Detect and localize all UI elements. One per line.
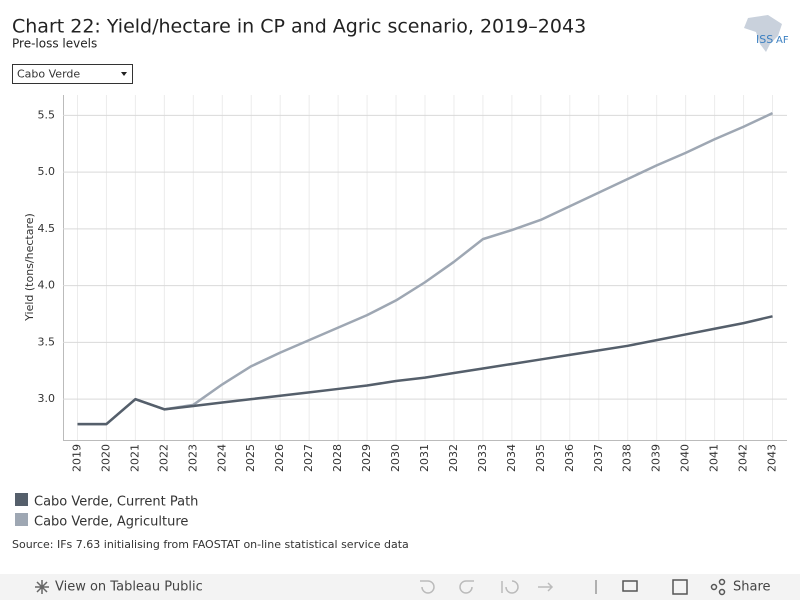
x-tick-label: 2040 <box>679 444 692 472</box>
download[interactable] <box>622 580 638 592</box>
tableau-icon[interactable] <box>35 580 49 594</box>
share-icon[interactable] <box>718 578 726 586</box>
x-tick-label: 2031 <box>418 444 431 472</box>
chart-subtitle: Pre-loss levels <box>12 37 97 51</box>
toolbar <box>0 574 800 600</box>
x-tick-label: 2036 <box>563 444 576 472</box>
x-tick-label: 2029 <box>360 444 373 472</box>
x-tick-label: 2043 <box>766 444 779 472</box>
x-tick-label: 2028 <box>331 444 344 472</box>
legend-swatch <box>15 493 28 506</box>
logo-text: ISS <box>756 33 773 46</box>
logo-text: AF <box>776 35 789 46</box>
x-tick-label: 2038 <box>621 444 634 472</box>
fullscreen[interactable] <box>672 579 688 595</box>
y-tick-label: 4.5 <box>38 222 56 235</box>
x-tick-label: 2041 <box>708 444 721 472</box>
undo[interactable] <box>420 580 435 594</box>
dropdown-box[interactable] <box>12 64 133 84</box>
x-tick-label: 2025 <box>244 444 257 472</box>
icon[interactable] <box>35 580 49 594</box>
chart-title: Chart 22: Yield/hectare in CP and Agric … <box>12 16 586 38</box>
y-axis-label: Yield (tons/hectare) <box>23 213 36 322</box>
legend-label: Cabo Verde, Current Path <box>34 495 198 510</box>
logo: ISS AF <box>744 15 789 52</box>
revert[interactable] <box>501 580 519 594</box>
legend-swatch <box>15 513 28 526</box>
y-tick-label: 5.5 <box>38 108 56 121</box>
share-button[interactable]: Share <box>733 580 771 595</box>
refresh[interactable] <box>538 582 554 592</box>
x-tick-label: 2037 <box>592 444 605 472</box>
legend-label: Cabo Verde, Agriculture <box>34 515 188 530</box>
share-icon[interactable] <box>710 583 718 591</box>
view-link[interactable]: View on Tableau Public <box>55 580 203 595</box>
filter-dropdown[interactable]: Cabo Verde <box>12 64 133 84</box>
dropdown-arrow[interactable] <box>121 72 127 76</box>
x-tick-label: 2032 <box>447 444 460 472</box>
toolbar-icons[interactable] <box>622 578 726 596</box>
x-tick-label: 2021 <box>128 444 141 472</box>
y-tick-label: 3.0 <box>38 392 56 405</box>
toolbar-icons[interactable] <box>420 580 597 594</box>
y-tick-label: 3.5 <box>38 335 56 348</box>
source-note: Source: IFs 7.63 initialising from FAOST… <box>12 538 409 551</box>
x-tick-label: 2022 <box>157 444 170 472</box>
x-tick-label: 2033 <box>476 444 489 472</box>
x-tick-label: 2035 <box>534 444 547 472</box>
x-tick-label: 2027 <box>302 444 315 472</box>
x-tick-label: 2020 <box>99 444 112 472</box>
dropdown-value[interactable]: Cabo Verde <box>17 68 80 81</box>
logo-map <box>744 15 782 52</box>
redo[interactable] <box>459 580 474 594</box>
x-tick-label: 2042 <box>737 444 750 472</box>
share-icon[interactable] <box>718 588 726 596</box>
x-tick-label: 2030 <box>389 444 402 472</box>
x-tick-label: 2026 <box>273 444 286 472</box>
x-tick-label: 2019 <box>70 444 83 472</box>
x-tick-label: 2039 <box>650 444 663 472</box>
x-tick-label: 2023 <box>186 444 199 472</box>
y-tick-label: 5.0 <box>38 165 56 178</box>
x-tick-label: 2034 <box>505 444 518 472</box>
series-line <box>77 315 773 426</box>
y-tick-label: 4.0 <box>38 279 56 292</box>
x-tick-label: 2024 <box>215 444 228 472</box>
